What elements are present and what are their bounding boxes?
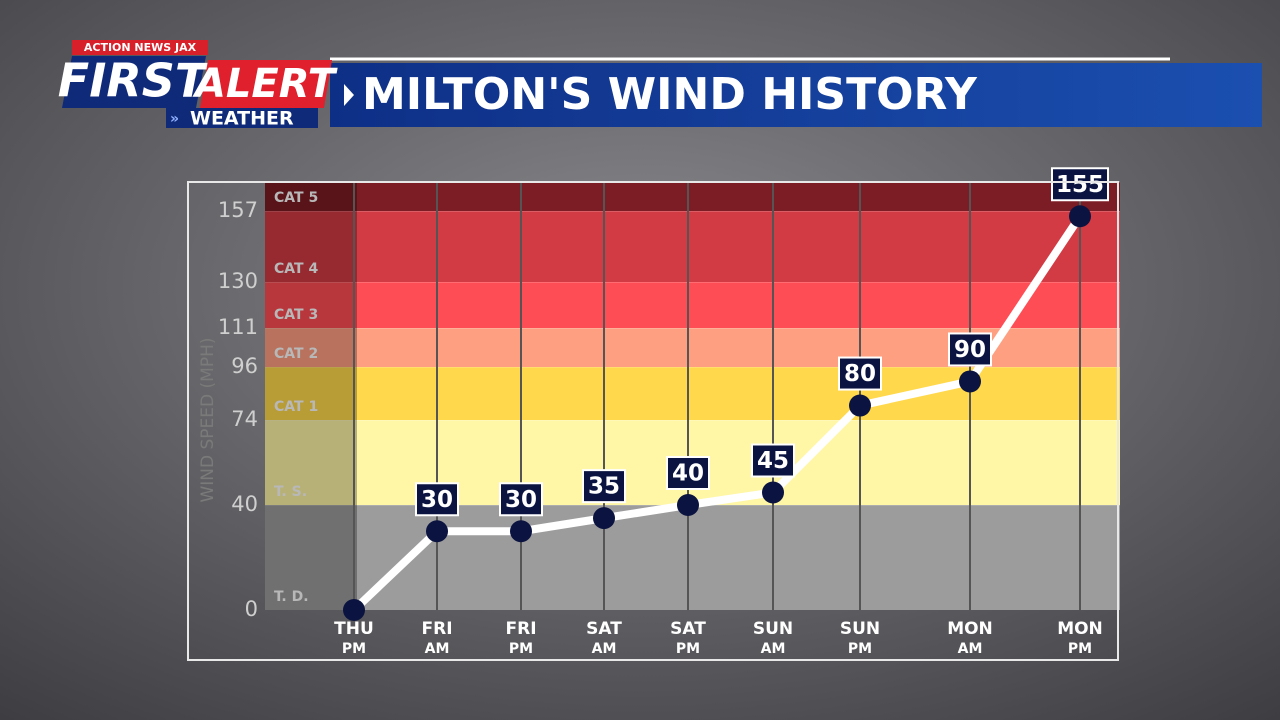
x-tick-sublabel: PM bbox=[1068, 641, 1092, 657]
weather-box bbox=[166, 108, 318, 128]
value-label: 90 bbox=[954, 337, 986, 363]
x-tick-sublabel: PM bbox=[676, 641, 700, 657]
first-text: FIRST bbox=[58, 54, 210, 108]
first-column-shade bbox=[265, 182, 357, 610]
value-label-box bbox=[948, 332, 992, 367]
data-point bbox=[677, 494, 699, 516]
x-tick-label: THU bbox=[334, 619, 374, 639]
y-tick-label: 111 bbox=[218, 315, 258, 339]
data-point bbox=[849, 394, 871, 417]
x-tick-sublabel: AM bbox=[761, 641, 786, 657]
value-label: 80 bbox=[844, 361, 876, 387]
category-band bbox=[265, 367, 1120, 420]
band-label: T. D. bbox=[274, 589, 309, 605]
title: MILTON'S WIND HISTORY bbox=[362, 69, 978, 120]
data-point bbox=[343, 599, 365, 621]
data-point bbox=[510, 520, 532, 543]
value-label-box bbox=[666, 456, 710, 490]
x-tick-sublabel: PM bbox=[848, 641, 872, 657]
x-tick-label: SAT bbox=[670, 619, 706, 639]
value-label-box bbox=[751, 443, 795, 478]
x-tick-label: MON bbox=[947, 619, 993, 639]
x-tick-label: SUN bbox=[753, 619, 793, 639]
x-tick-sublabel: PM bbox=[509, 641, 533, 657]
y-tick-label: 40 bbox=[231, 492, 258, 516]
value-label: 40 bbox=[672, 461, 704, 487]
data-point bbox=[426, 520, 448, 543]
title-bar bbox=[330, 63, 1262, 127]
value-label: 35 bbox=[588, 474, 620, 500]
y-tick-label: 0 bbox=[245, 597, 258, 621]
category-band bbox=[265, 211, 1120, 282]
value-label-box bbox=[415, 482, 459, 517]
value-label: 45 bbox=[757, 448, 789, 474]
value-label-box bbox=[582, 469, 626, 504]
band-label: T. S. bbox=[274, 484, 307, 500]
x-tick-label: FRI bbox=[505, 619, 536, 639]
y-tick-label: 74 bbox=[231, 407, 258, 431]
alert-text: ALERT bbox=[192, 61, 338, 107]
y-tick-label: 130 bbox=[218, 269, 258, 293]
plot-area: T. D. T. S. CAT 1 CAT 2 CAT 3 CAT 4 CAT 5 0 40 74… bbox=[218, 167, 1120, 657]
value-label-box bbox=[838, 356, 882, 391]
x-tick-sublabel: AM bbox=[592, 641, 617, 657]
y-axis-label: WIND SPEED (MPH) bbox=[198, 337, 218, 502]
band-label: CAT 2 bbox=[274, 346, 318, 362]
data-point bbox=[762, 481, 784, 504]
title-arrow bbox=[344, 84, 354, 106]
y-tick-label: 96 bbox=[231, 354, 258, 378]
x-tick-label: FRI bbox=[421, 619, 452, 639]
first-box bbox=[62, 56, 206, 108]
band-label: CAT 3 bbox=[274, 307, 318, 323]
data-point bbox=[593, 507, 615, 530]
category-band bbox=[265, 505, 1120, 610]
value-label-box bbox=[1051, 167, 1109, 202]
x-tick-label: MON bbox=[1057, 619, 1103, 639]
x-tick-label: SUN bbox=[840, 619, 880, 639]
x-tick-sublabel: AM bbox=[958, 641, 983, 657]
x-tick-sublabel: PM bbox=[342, 641, 366, 657]
value-label: 30 bbox=[421, 487, 453, 513]
x-tick-sublabel: AM bbox=[425, 641, 450, 657]
x-tick-label: SAT bbox=[586, 619, 622, 639]
value-label: 155 bbox=[1056, 172, 1104, 198]
data-point bbox=[959, 370, 981, 393]
brand-box bbox=[72, 40, 208, 55]
data-point bbox=[1069, 205, 1091, 228]
alert-box bbox=[200, 60, 332, 108]
y-tick-label: 157 bbox=[218, 198, 258, 222]
value-label: 30 bbox=[505, 487, 537, 513]
brand: ACTION NEWS JAX bbox=[84, 41, 197, 54]
weather-chevrons: » bbox=[170, 111, 179, 127]
band-label: CAT 4 bbox=[274, 261, 318, 277]
value-label-box bbox=[499, 482, 543, 517]
category-band bbox=[265, 282, 1120, 328]
category-band bbox=[265, 182, 1120, 211]
band-label: CAT 1 bbox=[274, 399, 318, 415]
panel-frame bbox=[187, 181, 1119, 661]
weather-text: WEATHER bbox=[190, 108, 294, 130]
band-label: CAT 5 bbox=[274, 190, 318, 206]
